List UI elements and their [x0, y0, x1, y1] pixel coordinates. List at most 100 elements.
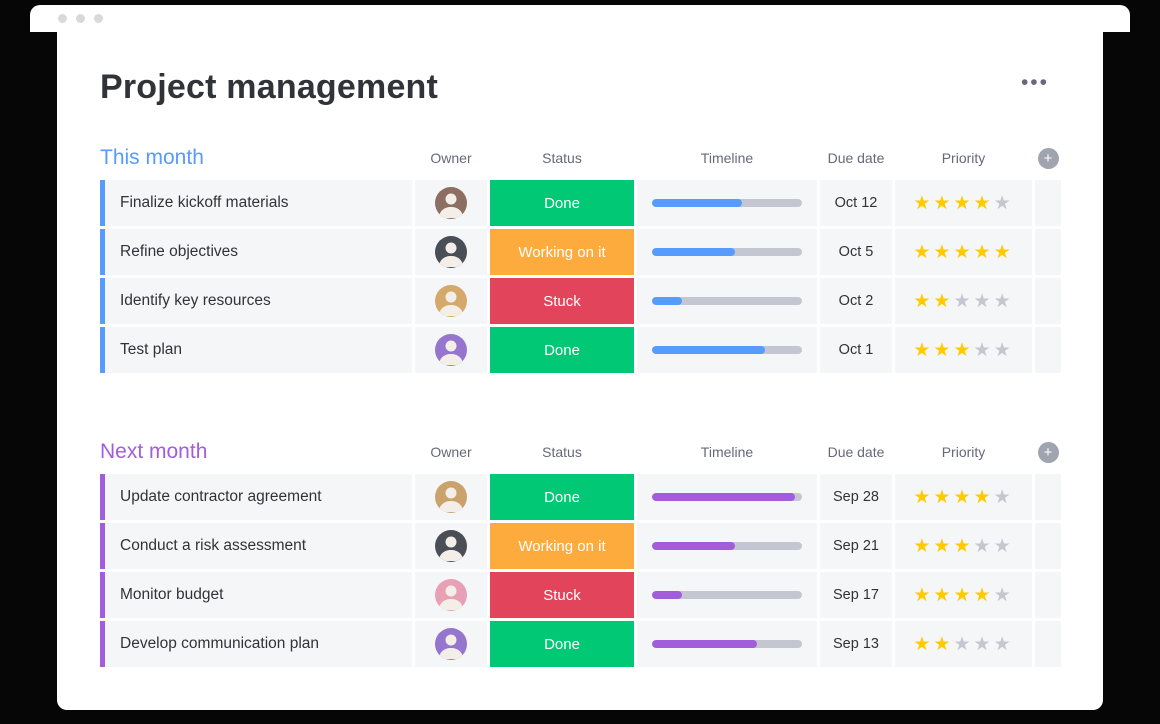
- status-cell[interactable]: Done: [490, 474, 634, 520]
- group-next-month: Next month Owner Status Timeline Due date Pri…: [100, 437, 1063, 667]
- status-cell[interactable]: Stuck: [490, 572, 634, 618]
- status-cell[interactable]: Done: [490, 180, 634, 226]
- owner-cell: [415, 278, 487, 324]
- window-control-dot[interactable]: [94, 14, 103, 23]
- add-column-button[interactable]: +: [1037, 441, 1059, 463]
- timeline-bar-fill: [652, 640, 757, 648]
- avatar[interactable]: [435, 334, 467, 366]
- priority-stars[interactable]: ★★★★★: [913, 535, 1013, 558]
- timeline-bar[interactable]: [652, 542, 802, 550]
- due-date-cell[interactable]: Oct 5: [820, 229, 892, 275]
- task-name-cell[interactable]: Update contractor agreement: [100, 474, 412, 520]
- status-label: Done: [544, 488, 580, 506]
- task-name: Finalize kickoff materials: [120, 194, 289, 211]
- due-date-cell[interactable]: Oct 1: [820, 327, 892, 373]
- star-empty-icon: ★: [973, 290, 994, 312]
- column-header-timeline: Timeline: [700, 444, 754, 460]
- priority-cell: ★★★★★: [895, 180, 1032, 226]
- priority-stars[interactable]: ★★★★★: [913, 192, 1013, 215]
- window-control-dot[interactable]: [58, 14, 67, 23]
- task-name: Refine objectives: [120, 243, 239, 260]
- timeline-bar[interactable]: [652, 591, 802, 599]
- due-date-cell[interactable]: Sep 21: [820, 523, 892, 569]
- priority-stars[interactable]: ★★★★★: [913, 633, 1013, 656]
- due-date: Oct 1: [838, 342, 874, 358]
- avatar[interactable]: [435, 285, 467, 317]
- priority-stars[interactable]: ★★★★★: [913, 241, 1013, 264]
- owner-cell: [415, 229, 487, 275]
- star-empty-icon: ★: [973, 633, 994, 655]
- table-row: Finalize kickoff materials Done Oct 12 ★★★★…: [100, 180, 1063, 226]
- group-title[interactable]: Next month: [100, 440, 208, 463]
- task-name-cell[interactable]: Develop communication plan: [100, 621, 412, 667]
- star-filled-icon: ★: [913, 486, 934, 508]
- status-cell[interactable]: Working on it: [490, 229, 634, 275]
- board-menu-button[interactable]: •••: [1020, 71, 1049, 94]
- task-name-cell[interactable]: Test plan: [100, 327, 412, 373]
- timeline-bar[interactable]: [652, 248, 802, 256]
- task-name-cell[interactable]: Identify key resources: [100, 278, 412, 324]
- window-control-dot[interactable]: [76, 14, 85, 23]
- column-header-owner: Owner: [430, 150, 472, 166]
- task-name-cell[interactable]: Refine objectives: [100, 229, 412, 275]
- priority-stars[interactable]: ★★★★★: [913, 584, 1013, 607]
- timeline-bar[interactable]: [652, 640, 802, 648]
- star-empty-icon: ★: [993, 535, 1014, 557]
- column-header-due-date: Due date: [827, 444, 885, 460]
- timeline-cell: [637, 229, 817, 275]
- timeline-bar[interactable]: [652, 297, 802, 305]
- priority-cell: ★★★★★: [895, 474, 1032, 520]
- table-row: Test plan Done Oct 1 ★★★★★: [100, 327, 1063, 373]
- due-date-cell[interactable]: Oct 12: [820, 180, 892, 226]
- star-filled-icon: ★: [953, 192, 974, 214]
- avatar[interactable]: [435, 481, 467, 513]
- avatar[interactable]: [435, 530, 467, 562]
- task-name-cell[interactable]: Conduct a risk assessment: [100, 523, 412, 569]
- status-cell[interactable]: Done: [490, 621, 634, 667]
- avatar[interactable]: [435, 579, 467, 611]
- star-filled-icon: ★: [913, 290, 934, 312]
- priority-cell: ★★★★★: [895, 278, 1032, 324]
- column-header-status: Status: [542, 150, 582, 166]
- due-date-cell[interactable]: Sep 28: [820, 474, 892, 520]
- column-header-priority: Priority: [941, 150, 986, 166]
- timeline-bar-fill: [652, 346, 765, 354]
- timeline-bar-fill: [652, 297, 682, 305]
- timeline-cell: [637, 523, 817, 569]
- status-label: Done: [544, 341, 580, 359]
- priority-stars[interactable]: ★★★★★: [913, 290, 1013, 313]
- status-cell[interactable]: Done: [490, 327, 634, 373]
- due-date-cell[interactable]: Sep 17: [820, 572, 892, 618]
- status-cell[interactable]: Working on it: [490, 523, 634, 569]
- due-date-cell[interactable]: Sep 13: [820, 621, 892, 667]
- avatar[interactable]: [435, 187, 467, 219]
- task-name-cell[interactable]: Finalize kickoff materials: [100, 180, 412, 226]
- star-filled-icon: ★: [993, 241, 1014, 263]
- priority-cell: ★★★★★: [895, 572, 1032, 618]
- due-date-cell[interactable]: Oct 2: [820, 278, 892, 324]
- timeline-bar[interactable]: [652, 493, 802, 501]
- timeline-cell: [637, 180, 817, 226]
- table-row: Develop communication plan Done Sep 13 ★★★★…: [100, 621, 1063, 667]
- status-cell[interactable]: Stuck: [490, 278, 634, 324]
- group-title[interactable]: This month: [100, 146, 204, 169]
- priority-stars[interactable]: ★★★★★: [913, 486, 1013, 509]
- star-empty-icon: ★: [993, 290, 1014, 312]
- task-name: Identify key resources: [120, 292, 271, 309]
- timeline-bar[interactable]: [652, 199, 802, 207]
- task-name-cell[interactable]: Monitor budget: [100, 572, 412, 618]
- priority-stars[interactable]: ★★★★★: [913, 339, 1013, 362]
- owner-cell: [415, 327, 487, 373]
- star-empty-icon: ★: [973, 535, 994, 557]
- timeline-bar-fill: [652, 199, 742, 207]
- add-column-button[interactable]: +: [1037, 147, 1059, 169]
- status-label: Working on it: [518, 537, 606, 555]
- star-filled-icon: ★: [913, 584, 934, 606]
- status-label: Stuck: [543, 292, 581, 310]
- avatar[interactable]: [435, 628, 467, 660]
- star-filled-icon: ★: [953, 339, 974, 361]
- timeline-bar[interactable]: [652, 346, 802, 354]
- star-filled-icon: ★: [913, 535, 934, 557]
- page-title: Project management: [100, 68, 439, 106]
- avatar[interactable]: [435, 236, 467, 268]
